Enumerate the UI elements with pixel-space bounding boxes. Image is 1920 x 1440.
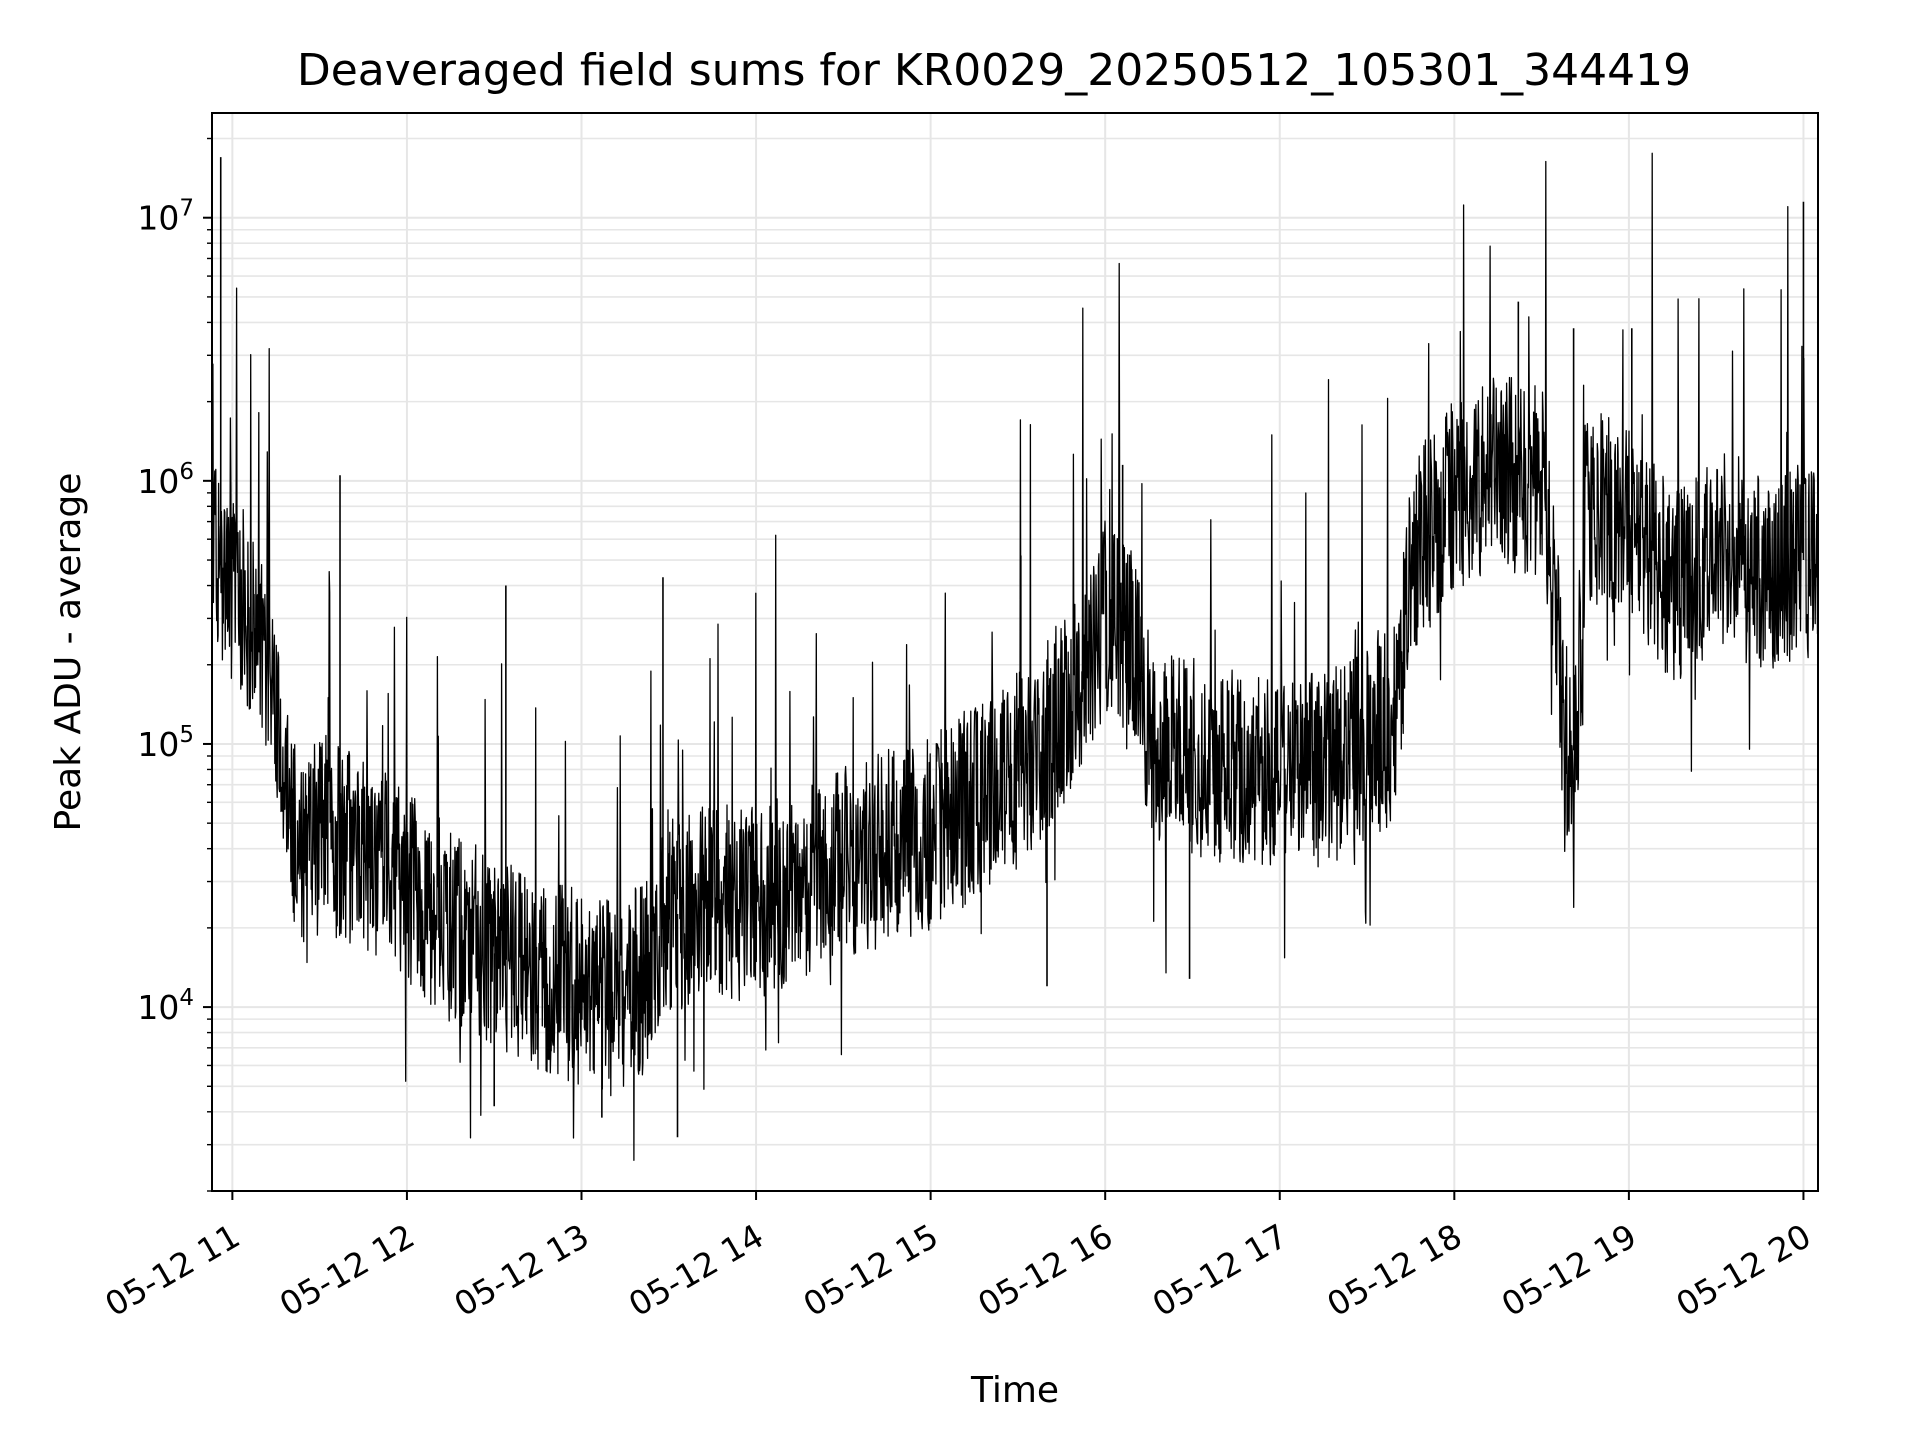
y-tick-base: 10 [137, 725, 179, 764]
y-tick-exponent: 6 [179, 459, 194, 485]
y-tick-base: 10 [137, 462, 179, 501]
y-tick-base: 10 [137, 988, 179, 1027]
y-tick-base: 10 [137, 199, 179, 238]
y-axis-title: Peak ADU - average [48, 473, 89, 832]
y-tick-exponent: 7 [179, 196, 194, 222]
y-tick-label: 104 [137, 985, 194, 1027]
plot-frame [211, 112, 1819, 1192]
y-tick-exponent: 5 [179, 722, 194, 748]
y-tick-label: 105 [137, 722, 194, 764]
x-axis-title: Time [970, 1370, 1059, 1411]
series-line [211, 152, 1819, 1161]
y-tick-label: 107 [137, 196, 194, 238]
y-tick-exponent: 4 [179, 985, 194, 1011]
y-tick-label: 106 [137, 459, 194, 501]
chart-title: Deaveraged field sums for KR0029_2025051… [297, 45, 1691, 96]
data-layer [211, 152, 1819, 1161]
